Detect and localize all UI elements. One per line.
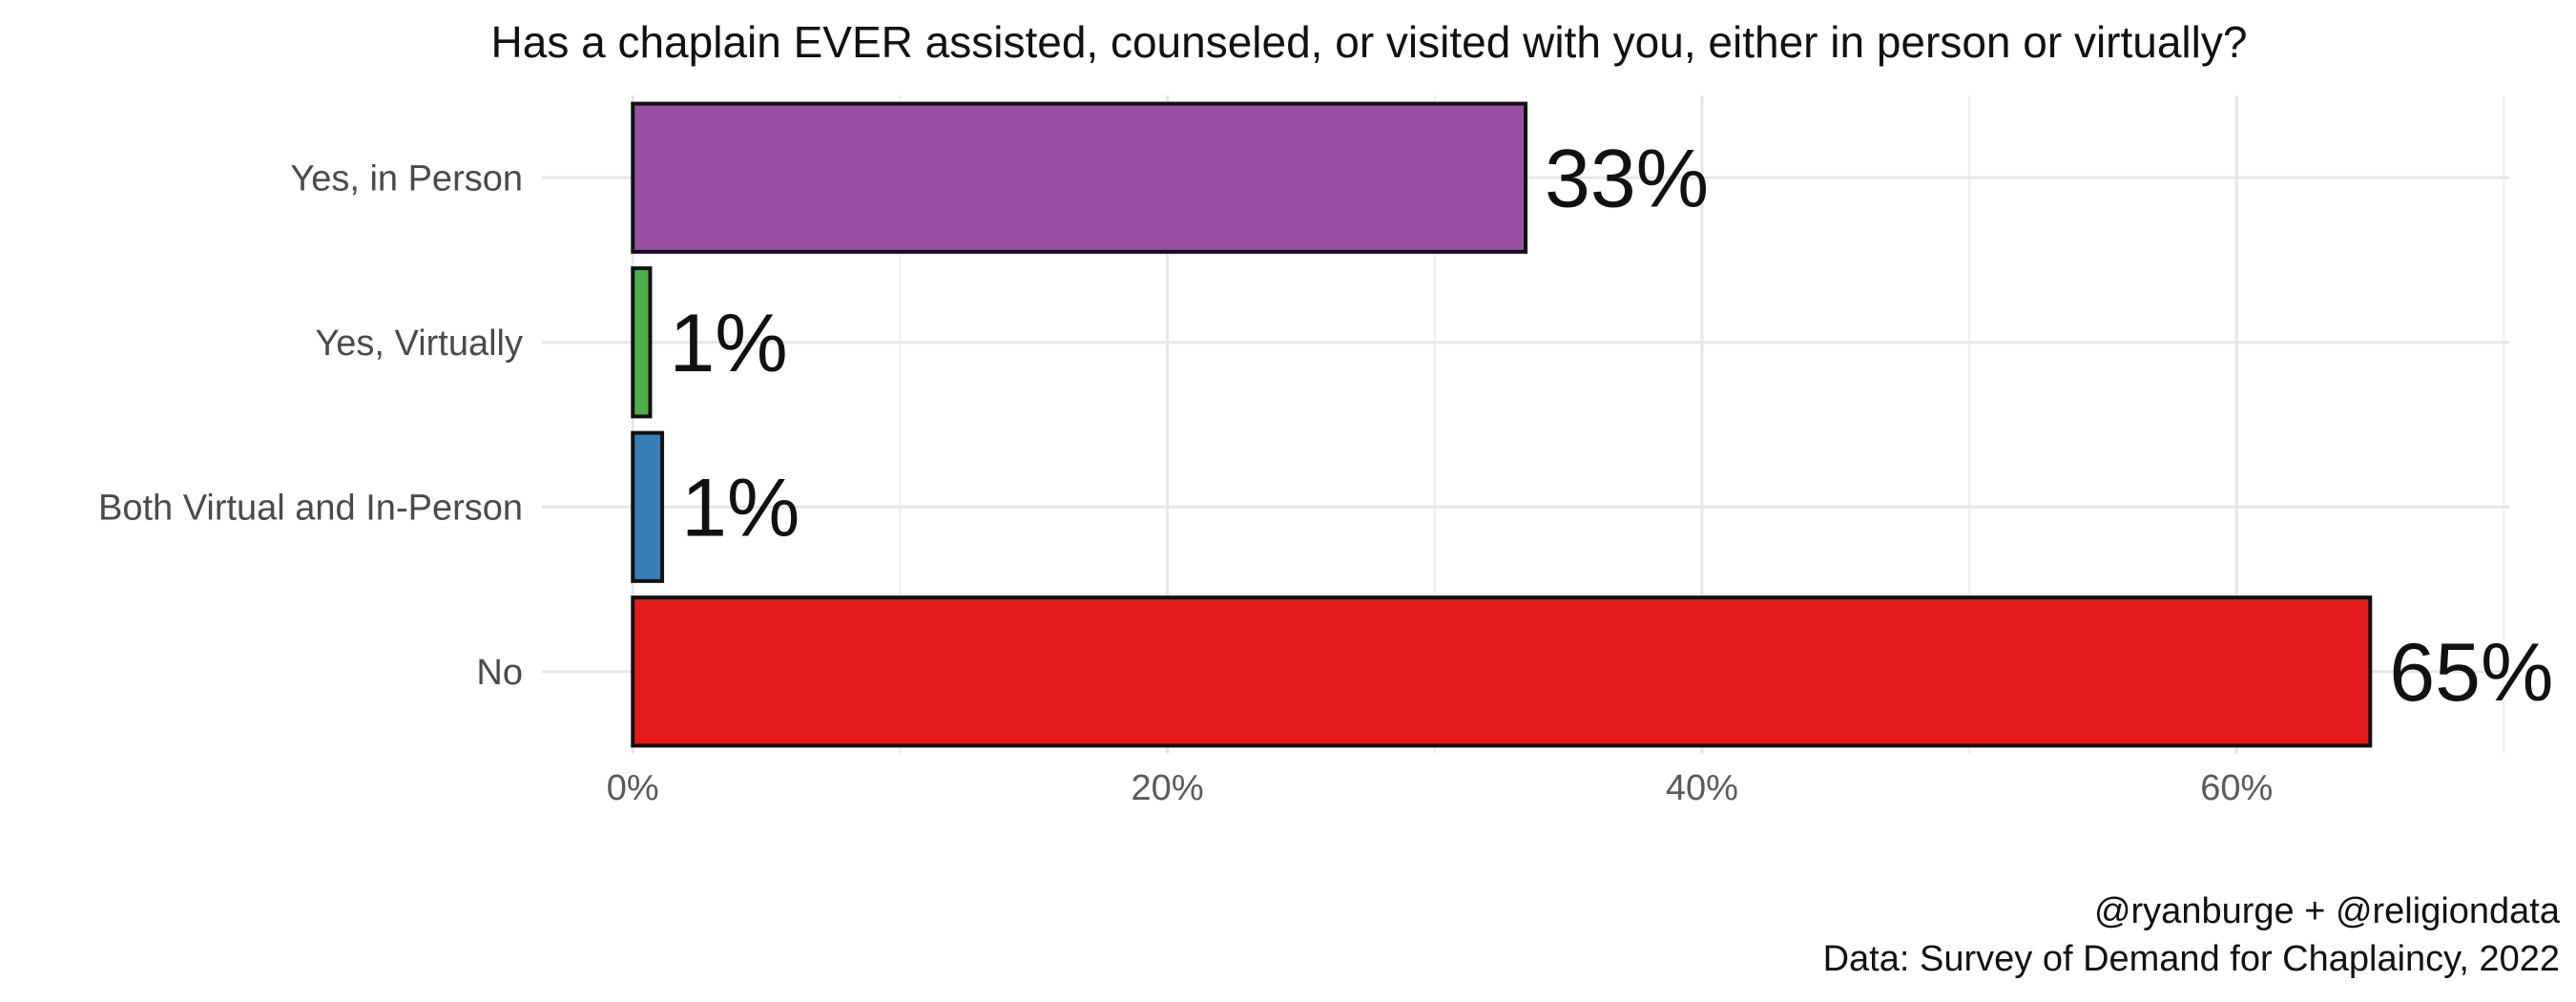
- x-tick-label-0: 0%: [607, 768, 659, 808]
- category-labels-group: Yes, in Person Yes, Virtually Both Virtual…: [98, 158, 523, 693]
- caption-source: Data: Survey of Demand for Chaplaincy, 2…: [1823, 939, 2560, 979]
- x-tick-label-3: 60%: [2200, 768, 2273, 808]
- category-label-0: Yes, in Person: [290, 158, 523, 198]
- bar-3: [631, 595, 2373, 748]
- x-tick-label-1: 20%: [1132, 768, 1204, 808]
- chart-title: Has a chaplain EVER assisted, counseled,…: [491, 17, 2248, 67]
- category-label-2: Both Virtual and In-Person: [98, 488, 523, 528]
- category-label-3: No: [476, 653, 523, 693]
- x-axis-ticks-group: 0% 20% 40% 60%: [607, 768, 2273, 808]
- data-label-1: 1%: [669, 298, 787, 389]
- data-label-0: 33%: [1545, 133, 1709, 224]
- bar-0: [631, 101, 1527, 254]
- bar-2: [631, 430, 665, 583]
- data-label-2: 1%: [681, 462, 800, 553]
- x-tick-label-2: 40%: [1666, 768, 1738, 808]
- category-label-1: Yes, Virtually: [315, 324, 523, 364]
- bar-1: [631, 266, 653, 419]
- bars-group: [631, 101, 2373, 748]
- data-labels-group: 33% 1% 1% 65%: [669, 133, 2553, 719]
- data-label-3: 65%: [2389, 627, 2553, 719]
- caption-author: @ryanburge + @religiondata: [2094, 891, 2561, 931]
